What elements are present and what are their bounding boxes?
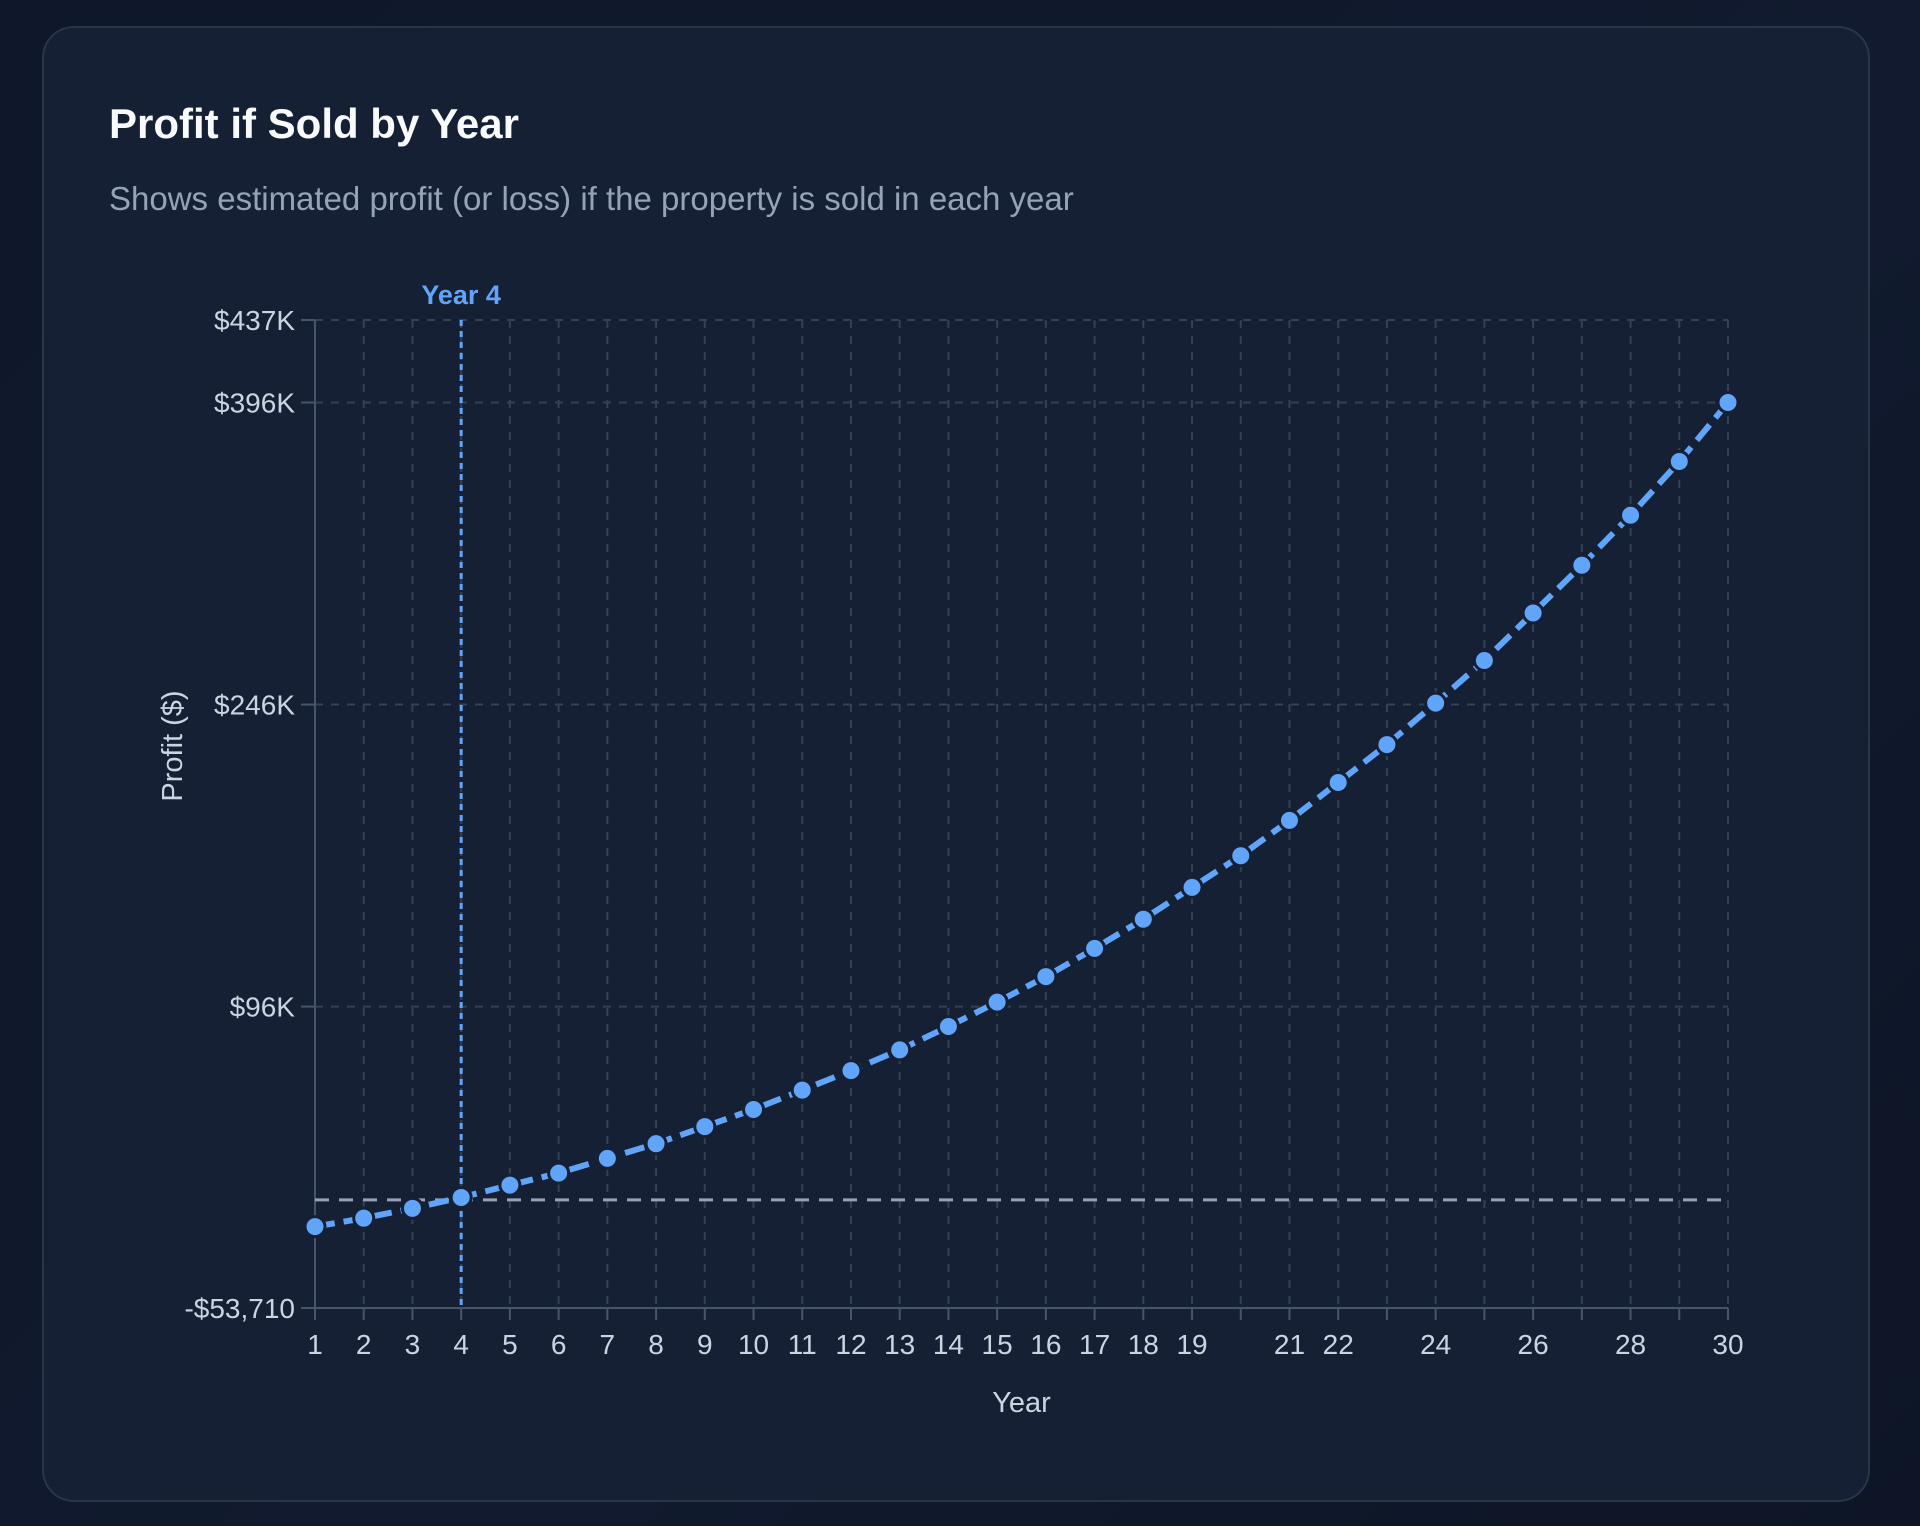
data-point-year-18 (1131, 907, 1155, 931)
x-tick-label: 15 (982, 1329, 1013, 1360)
x-tick-label: 8 (648, 1329, 664, 1360)
x-tick-label: 12 (835, 1329, 866, 1360)
data-point-year-25 (1472, 648, 1496, 672)
x-tick-label: 26 (1518, 1329, 1549, 1360)
data-point-year-21 (1277, 808, 1301, 832)
data-point-year-23 (1375, 733, 1399, 757)
chart-card: Profit if Sold by Year Shows estimated p… (42, 26, 1870, 1502)
chart-subtitle: Shows estimated profit (or loss) if the … (109, 180, 1074, 217)
y-tick-label: $246K (214, 690, 295, 721)
x-tick-label: 24 (1420, 1329, 1451, 1360)
y-axis-label: Profit ($) (157, 690, 189, 801)
y-tick-label: $396K (214, 388, 295, 419)
data-point-year-13 (888, 1038, 912, 1062)
data-point-year-22 (1326, 770, 1350, 794)
x-axis-label: Year (992, 1387, 1051, 1419)
data-point-year-26 (1521, 601, 1545, 625)
data-point-year-9 (693, 1115, 717, 1139)
reference-line-label: Year 4 (421, 280, 501, 310)
x-tick-label: 21 (1274, 1329, 1305, 1360)
data-point-year-30 (1716, 391, 1740, 415)
x-tick-label: 16 (1030, 1329, 1061, 1360)
x-tick-label: 3 (405, 1329, 421, 1360)
profit-line (314, 400, 1731, 1230)
x-tick-label: 14 (933, 1329, 964, 1360)
data-point-year-29 (1667, 450, 1691, 474)
y-tick-label: -$53,710 (184, 1293, 295, 1324)
x-tick-label: 13 (884, 1329, 915, 1360)
x-tick-label: 10 (738, 1329, 769, 1360)
x-tick-label: 5 (502, 1329, 518, 1360)
x-tick-label: 6 (551, 1329, 567, 1360)
y-tick-label: $437K (214, 305, 295, 336)
x-tick-label: 1 (307, 1329, 323, 1360)
data-point-year-2 (352, 1206, 376, 1230)
data-point-year-20 (1229, 844, 1253, 868)
data-point-year-15 (985, 990, 1009, 1014)
data-point-year-7 (595, 1146, 619, 1170)
chart-title: Profit if Sold by Year (109, 100, 519, 147)
x-tick-label: 7 (600, 1329, 616, 1360)
data-point-year-11 (790, 1078, 814, 1102)
x-tick-label: 9 (697, 1329, 713, 1360)
x-tick-label: 4 (453, 1329, 469, 1360)
data-point-year-24 (1424, 691, 1448, 715)
data-point-year-10 (742, 1097, 766, 1121)
x-tick-label: 30 (1712, 1329, 1743, 1360)
x-tick-label: 19 (1176, 1329, 1207, 1360)
data-point-year-27 (1570, 553, 1594, 577)
data-point-year-6 (547, 1161, 571, 1185)
data-point-year-28 (1619, 503, 1643, 527)
x-tick-label: 18 (1128, 1329, 1159, 1360)
data-point-year-1 (303, 1215, 327, 1239)
x-tick-label: 22 (1323, 1329, 1354, 1360)
x-tick-label: 17 (1079, 1329, 1110, 1360)
data-point-year-3 (400, 1196, 424, 1220)
y-tick-label: $96K (230, 992, 296, 1023)
data-point-year-17 (1083, 936, 1107, 960)
x-tick-label: 11 (788, 1329, 817, 1360)
data-point-year-4 (449, 1185, 473, 1209)
data-point-year-16 (1034, 965, 1058, 989)
data-point-year-14 (936, 1015, 960, 1039)
data-point-year-5 (498, 1173, 522, 1197)
data-point-year-19 (1180, 875, 1204, 899)
x-tick-label: 28 (1615, 1329, 1646, 1360)
data-point-year-12 (839, 1059, 863, 1083)
data-point-year-8 (644, 1132, 668, 1156)
x-tick-label: 2 (356, 1329, 372, 1360)
